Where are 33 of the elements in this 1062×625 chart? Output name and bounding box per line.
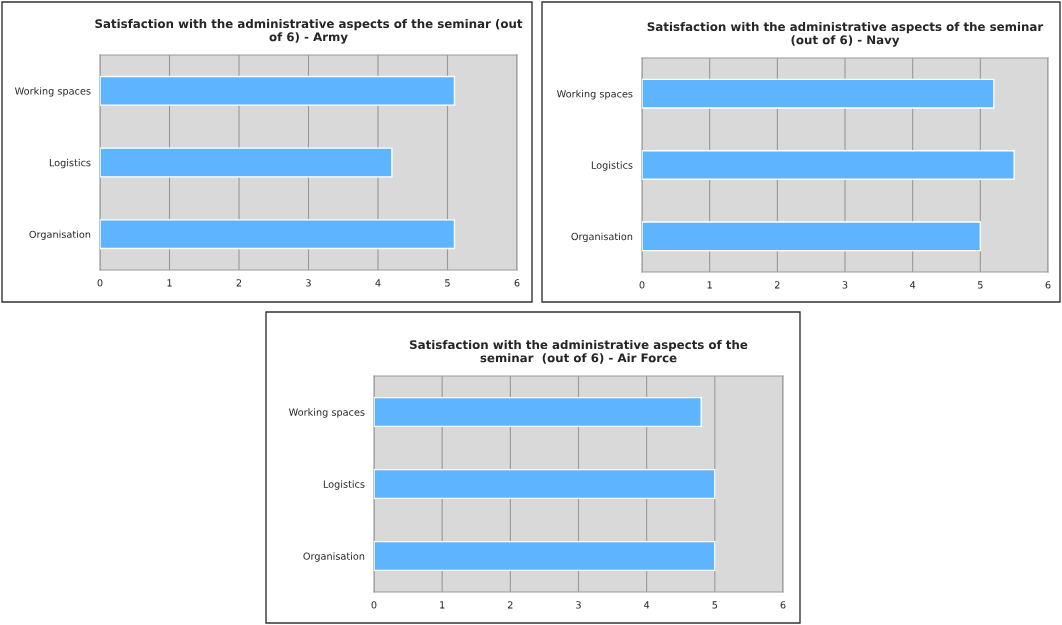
x-tick-label: 3 <box>306 279 311 287</box>
x-tick-label: 1 <box>167 279 172 287</box>
x-tick-label: 6 <box>1045 281 1051 289</box>
x-tick-label: 0 <box>371 601 377 609</box>
y-tick-label: Logistics <box>323 480 365 490</box>
x-tick-label: 4 <box>375 279 381 287</box>
x-tick-label: 6 <box>780 601 786 609</box>
chart-title: Satisfaction with the administrative aspects of the seminar (out of 6) - Army <box>95 18 523 44</box>
x-tick-label: 3 <box>842 281 848 289</box>
y-tick-label: Organisation <box>571 232 633 243</box>
y-tick-label: Logistics <box>49 158 91 169</box>
chart-title: Satisfaction with the administrative aspects of the seminar (out of 6) - Air Force <box>410 339 748 364</box>
x-tick-label: 0 <box>97 279 103 287</box>
y-tick-label: Organisation <box>29 230 91 240</box>
y-tick-label: Working spaces <box>288 408 365 418</box>
x-tick-label: 0 <box>639 281 645 289</box>
x-tick-label: 5 <box>977 281 983 289</box>
x-tick-label: 6 <box>514 279 520 287</box>
chart-title: Satisfaction with the administrative aspects of the seminar (out of 6) - Navy <box>647 21 1044 47</box>
y-tick-label: Working spaces <box>556 89 633 100</box>
x-tick-label: 2 <box>507 601 513 609</box>
x-tick-label: 1 <box>440 601 445 609</box>
x-tick-label: 4 <box>910 281 916 289</box>
x-tick-label: 4 <box>644 601 650 609</box>
x-tick-label: 2 <box>774 281 780 289</box>
x-tick-label: 5 <box>712 601 718 609</box>
x-tick-label: 2 <box>236 279 242 287</box>
y-tick-label: Logistics <box>591 161 633 171</box>
y-tick-label: Working spaces <box>14 87 91 97</box>
x-tick-label: 3 <box>576 601 581 609</box>
y-tick-label: Organisation <box>303 552 365 562</box>
x-tick-label: 5 <box>445 279 450 287</box>
x-tick-label: 1 <box>707 281 712 289</box>
